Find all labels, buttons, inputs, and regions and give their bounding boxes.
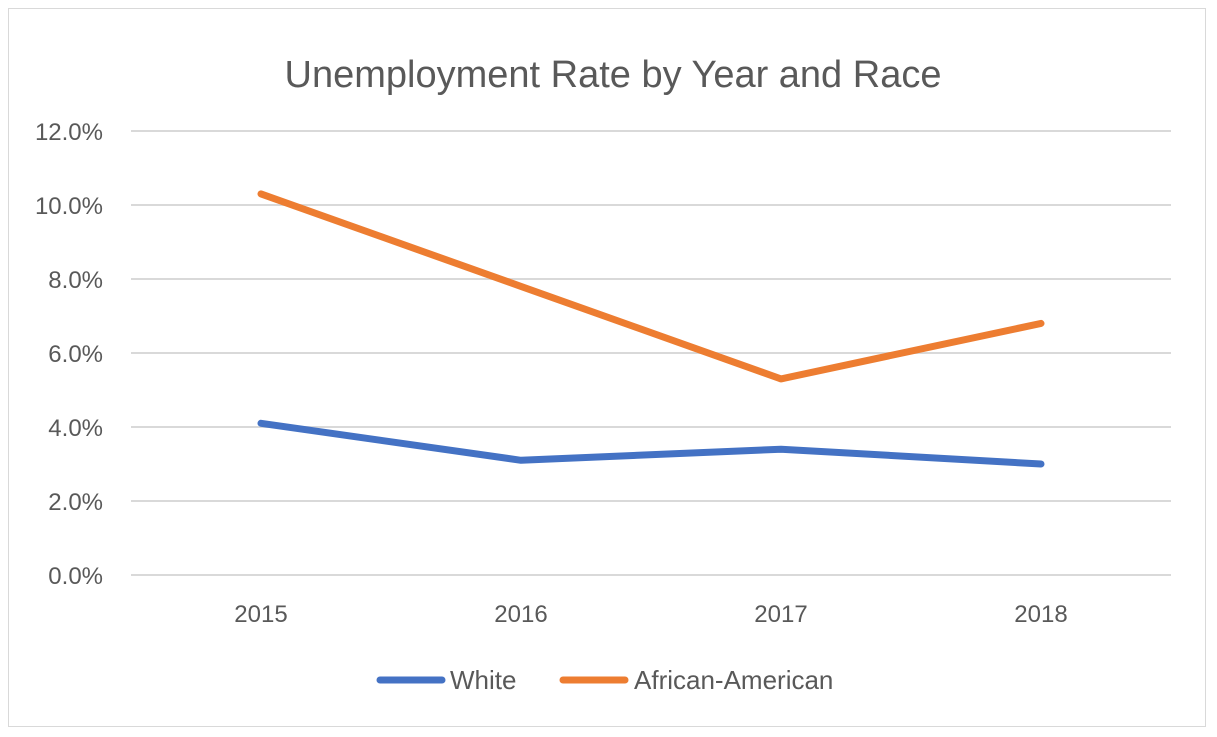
legend: White African-American <box>376 665 833 695</box>
x-tick-label: 2015 <box>234 601 287 628</box>
series-group <box>257 190 1045 468</box>
legend-label-african-american: African-American <box>634 665 833 695</box>
x-tick-label: 2017 <box>754 601 807 628</box>
x-axis-labels: 2015 2016 2017 2018 <box>234 601 1067 628</box>
y-tick-label: 4.0% <box>48 415 103 442</box>
y-tick-label: 6.0% <box>48 341 103 368</box>
chart-frame <box>8 8 1206 727</box>
y-tick-label: 0.0% <box>48 563 103 590</box>
y-tick-label: 2.0% <box>48 489 103 516</box>
series-line-white <box>257 419 1045 468</box>
y-tick-label: 8.0% <box>48 267 103 294</box>
legend-label-white: White <box>450 665 516 695</box>
y-axis-labels: 0.0% 2.0% 4.0% 6.0% 8.0% 10.0% 12.0% <box>35 119 103 590</box>
series-line-african-american <box>257 190 1045 383</box>
y-tick-label: 10.0% <box>35 193 103 220</box>
y-tick-label: 12.0% <box>35 119 103 146</box>
chart-title: Unemployment Rate by Year and Race <box>285 54 942 96</box>
x-tick-label: 2018 <box>1014 601 1067 628</box>
gridlines <box>131 130 1171 576</box>
x-tick-label: 2016 <box>494 601 547 628</box>
